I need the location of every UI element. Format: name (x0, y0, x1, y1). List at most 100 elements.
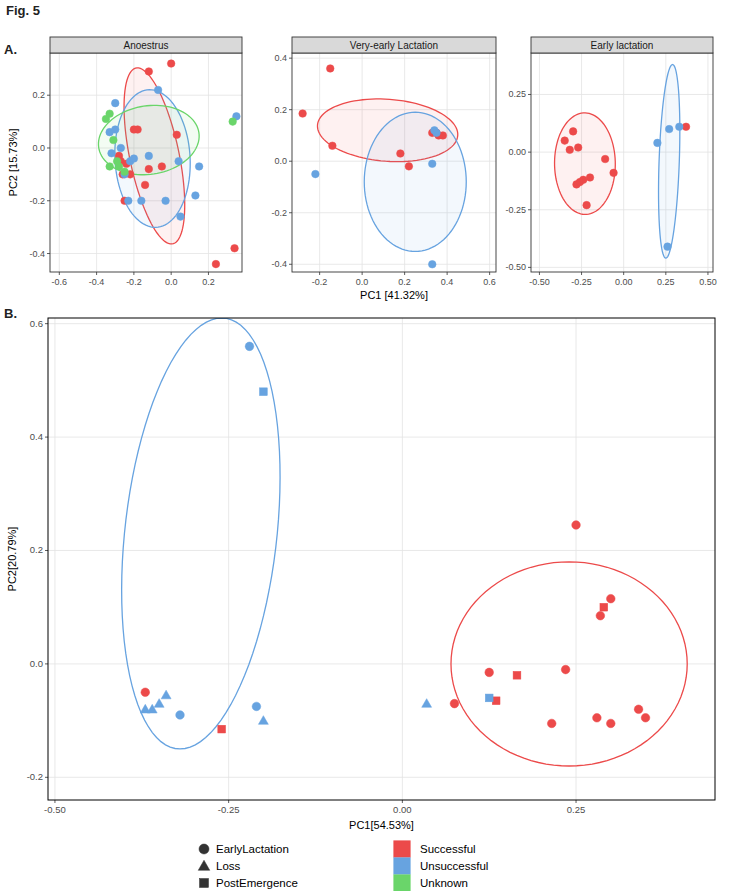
point (200, 879, 209, 888)
tick (289, 212, 292, 213)
point (108, 149, 116, 157)
tick (707, 272, 708, 275)
ellipse (122, 318, 280, 749)
grid-line (319, 53, 320, 272)
strip (292, 37, 496, 53)
panel-label: B. (4, 306, 17, 321)
point (106, 110, 114, 118)
point (574, 144, 582, 152)
point (175, 157, 183, 165)
plot-background (292, 53, 496, 272)
legend-label: Unknown (420, 877, 468, 889)
point (145, 165, 153, 173)
tick-label: -0.6 (52, 277, 68, 287)
tick (528, 267, 531, 268)
grid-line (292, 58, 496, 59)
point (566, 146, 574, 154)
point (682, 123, 690, 131)
point (199, 844, 209, 854)
chart: -0.50-0.250.000.250.50-0.50-0.250.000.25… (505, 37, 716, 287)
tick-label: 0.00 (393, 804, 412, 815)
point (634, 705, 643, 714)
tick-label: 0.2 (30, 544, 43, 555)
point (596, 611, 605, 620)
marks (299, 65, 466, 268)
tick-label: -0.2 (27, 771, 43, 782)
point (260, 388, 268, 396)
point (312, 170, 320, 178)
tick-label: -0.25 (505, 205, 526, 215)
tick (623, 272, 624, 275)
point (110, 136, 118, 144)
point (593, 713, 602, 722)
point (600, 603, 608, 611)
ellipse (555, 113, 616, 215)
point (299, 110, 307, 118)
point (162, 197, 170, 205)
grid-line (402, 318, 403, 800)
legend-swatch (394, 858, 410, 874)
strip-title: Anoestrus (123, 40, 168, 51)
plot-background (531, 53, 713, 272)
tick-label: 0.2 (274, 105, 287, 115)
grid-line (489, 53, 490, 272)
point (572, 521, 581, 530)
point (422, 699, 432, 708)
point (547, 719, 556, 728)
tick (362, 272, 363, 275)
plot-background (50, 53, 242, 272)
grid-line (96, 53, 97, 272)
point (492, 697, 500, 705)
plot-background (48, 318, 715, 800)
ellipse (364, 112, 466, 251)
tick-label: -0.25 (571, 277, 592, 287)
grid-line (59, 53, 60, 272)
point (433, 129, 441, 137)
grid-line (531, 267, 713, 268)
point (154, 699, 164, 708)
point (231, 244, 239, 252)
figure-label: Fig. 5 (6, 3, 40, 18)
grid-line (48, 663, 715, 664)
grid-line (228, 318, 229, 800)
tick (289, 161, 292, 162)
point (258, 716, 268, 725)
point (601, 155, 609, 163)
tick-label: 0.6 (30, 318, 43, 329)
tick-label: -0.2 (126, 277, 142, 287)
tick-label: -0.2 (29, 196, 45, 206)
plot-frame (48, 318, 715, 800)
grid-line (623, 53, 624, 272)
tick-label: 0.0 (356, 277, 369, 287)
point (561, 137, 569, 145)
point (145, 152, 153, 160)
tick-label: 0.2 (32, 90, 45, 100)
ellipse (659, 65, 680, 259)
marks (98, 60, 240, 268)
point (111, 99, 119, 107)
point (141, 688, 150, 697)
point (229, 118, 237, 126)
chart: -0.20.00.20.40.6-0.4-0.20.00.20.4Very-ea… (271, 37, 496, 301)
marks (555, 65, 690, 259)
strip (531, 37, 713, 53)
tick (447, 272, 448, 275)
point (218, 725, 226, 733)
point (173, 131, 181, 139)
tick-label: -0.4 (29, 249, 45, 259)
grid-line (208, 53, 209, 272)
tick (404, 272, 405, 275)
point (192, 192, 200, 200)
tick-label: -0.25 (218, 804, 240, 815)
grid-line (292, 264, 496, 265)
legend-label: Unsuccessful (420, 860, 488, 872)
tick (581, 272, 582, 275)
point (134, 126, 142, 134)
tick-label: -0.50 (505, 262, 526, 272)
tick (96, 272, 97, 275)
tick-label: 0.4 (30, 431, 43, 442)
point (606, 594, 615, 603)
point (161, 690, 171, 699)
point (583, 201, 591, 209)
point (145, 68, 153, 76)
